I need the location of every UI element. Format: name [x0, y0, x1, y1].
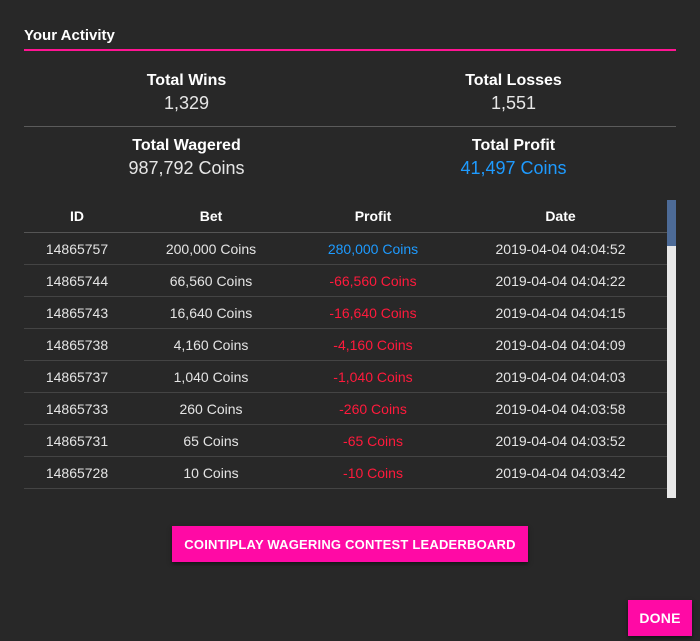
table-row: 14865757 200,000 Coins 280,000 Coins 2019-0… — [24, 233, 667, 265]
table-row: 14865738 4,160 Coins -4,160 Coins 2019-04-0… — [24, 329, 667, 361]
cell-bet: 1,040 Coins — [130, 497, 292, 499]
table-header: ID Bet Profit Date — [24, 200, 667, 233]
stat-total-losses: Total Losses 1,551 — [351, 72, 676, 114]
stat-label: Total Losses — [465, 72, 562, 89]
cell-profit: -10 Coins — [343, 464, 403, 481]
cell-id: 14865733 — [45, 400, 109, 417]
cell-id: 14865738 — [45, 336, 109, 353]
cell-id: 14865717 — [24, 497, 130, 499]
cell-profit: -1,040 Coins — [333, 368, 413, 385]
table-body: 14865757 200,000 Coins 280,000 Coins 2019-0… — [24, 233, 667, 498]
stat-label: Total Profit — [471, 137, 556, 154]
stat-value: 987,792 Coins — [128, 158, 245, 178]
cell-profit: 280,000 Coins — [327, 240, 419, 257]
cell-id: 14865744 — [45, 272, 109, 289]
cell-date: 2019-04-04 04:03:42 — [495, 464, 626, 481]
cell-bet: 4,160 Coins — [173, 336, 249, 353]
column-header-id: ID — [70, 208, 84, 224]
cell-date: 2019-04-04 04:04:03 — [495, 368, 626, 385]
cell-profit: 1,456 Coins — [292, 497, 454, 499]
modal-title: Your Activity — [24, 27, 115, 44]
cell-bet: 66,560 Coins — [169, 272, 253, 289]
cell-id: 14865731 — [45, 432, 109, 449]
table-row: 14865743 16,640 Coins -16,640 Coins 2019-04… — [24, 297, 667, 329]
cell-id: 14865737 — [45, 368, 109, 385]
cell-bet: 16,640 Coins — [169, 304, 253, 321]
cell-id: 14865728 — [45, 464, 109, 481]
cell-date: 2019-04-04 04:04:09 — [495, 336, 626, 353]
title-divider — [24, 49, 676, 51]
stat-label: Total Wins — [146, 72, 227, 89]
table-row: 14865733 260 Coins -260 Coins 2019-04-04 04… — [24, 393, 667, 425]
activity-table-content: ID Bet Profit Date 14865757 200,000 Coins… — [24, 200, 667, 498]
table-row: 14865737 1,040 Coins -1,040 Coins 2019-04-0… — [24, 361, 667, 393]
stats-divider — [24, 126, 676, 127]
cell-id: 14865757 — [45, 240, 109, 257]
cell-bet: 200,000 Coins — [165, 240, 257, 257]
cell-date: 2019-04-04 04:04:22 — [495, 272, 626, 289]
column-header-profit: Profit — [354, 208, 392, 224]
cell-profit: -16,640 Coins — [329, 304, 417, 321]
stat-total-wins: Total Wins 1,329 — [24, 72, 349, 114]
table-row: 14865731 65 Coins -65 Coins 2019-04-04 04:0… — [24, 425, 667, 457]
cell-bet: 10 Coins — [183, 464, 239, 481]
table-scrollbar[interactable] — [667, 200, 676, 498]
cell-profit: -66,560 Coins — [329, 272, 417, 289]
scrollbar-thumb[interactable] — [667, 200, 676, 246]
table-row: 14865728 10 Coins -10 Coins 2019-04-04 04:0… — [24, 457, 667, 489]
cell-date: 2019-04-04 04:03:58 — [495, 400, 626, 417]
activity-table[interactable]: ID Bet Profit Date 14865757 200,000 Coins… — [24, 200, 676, 498]
stat-value: 1,551 — [490, 93, 537, 113]
column-header-date: Date — [545, 208, 576, 224]
cell-profit: -260 Coins — [339, 400, 407, 417]
done-button[interactable]: DONE — [628, 600, 692, 636]
cell-bet: 1,040 Coins — [173, 368, 249, 385]
stat-value: 41,497 Coins — [460, 158, 567, 178]
stat-value: 1,329 — [163, 93, 210, 113]
column-header-bet: Bet — [199, 208, 223, 224]
cell-bet: 65 Coins — [183, 432, 239, 449]
stat-total-wagered: Total Wagered 987,792 Coins — [24, 137, 349, 179]
cell-id: 14865743 — [45, 304, 109, 321]
cell-profit: -65 Coins — [343, 432, 403, 449]
table-row: 148657171,040 Coins1,456 Coins2019-04-04… — [24, 489, 667, 499]
cell-date: 2019-04-04 04:04:52 — [495, 240, 626, 257]
cell-date: 2019-04-04 04:03:52 — [495, 432, 626, 449]
stat-label: Total Wagered — [132, 137, 241, 154]
cell-bet: 260 Coins — [179, 400, 243, 417]
stat-total-profit: Total Profit 41,497 Coins — [351, 137, 676, 179]
table-row: 14865744 66,560 Coins -66,560 Coins 2019-04… — [24, 265, 667, 297]
cell-date: 2019-04-04 04:04:15 — [495, 304, 626, 321]
cell-date: 2019-04-04 04:03:04 — [454, 497, 667, 499]
cell-profit: -4,160 Coins — [333, 336, 413, 353]
leaderboard-button[interactable]: COINTIPLAY WAGERING CONTEST LEADERBOARD — [172, 526, 528, 562]
